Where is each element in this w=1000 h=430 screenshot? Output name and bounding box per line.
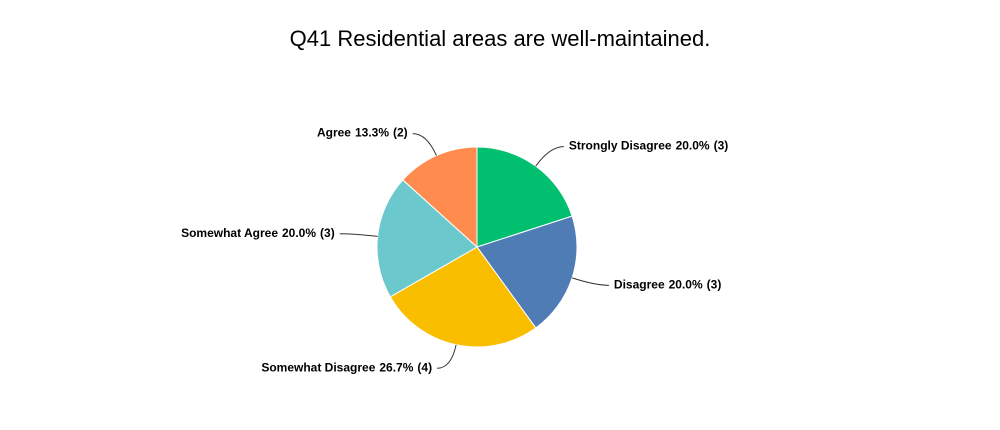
leader-line	[437, 344, 457, 369]
chart-title: Q41 Residential areas are well-maintaine…	[290, 26, 711, 51]
data-label: Somewhat Agree 20.0% (3)	[181, 226, 335, 240]
category-label: Agree	[317, 126, 351, 140]
percent-label: 20.0%	[676, 139, 710, 153]
count-label: (3)	[714, 139, 729, 153]
category-label: Strongly Disagree	[569, 139, 672, 153]
percent-label: 20.0%	[282, 226, 316, 240]
data-label: Strongly Disagree 20.0% (3)	[569, 139, 728, 153]
leader-line	[535, 146, 564, 167]
percent-label: 20.0%	[669, 277, 703, 291]
category-label: Somewhat Disagree	[261, 360, 375, 374]
percent-label: 26.7%	[379, 360, 413, 374]
count-label: (4)	[417, 360, 432, 374]
leader-line	[412, 133, 437, 156]
leader-line	[339, 233, 378, 237]
pie-slice	[389, 246, 537, 348]
data-label: Agree 13.3% (2)	[317, 126, 408, 140]
category-label: Somewhat Agree	[181, 226, 278, 240]
category-label: Disagree	[614, 277, 665, 291]
count-label: (3)	[707, 277, 722, 291]
leader-line	[571, 277, 609, 286]
count-label: (3)	[320, 226, 335, 240]
pie-slice	[402, 146, 478, 249]
data-label: Somewhat Disagree 26.7% (4)	[261, 360, 432, 374]
data-label: Disagree 20.0% (3)	[614, 277, 721, 291]
percent-label: 13.3%	[355, 126, 389, 140]
count-label: (2)	[393, 126, 408, 140]
